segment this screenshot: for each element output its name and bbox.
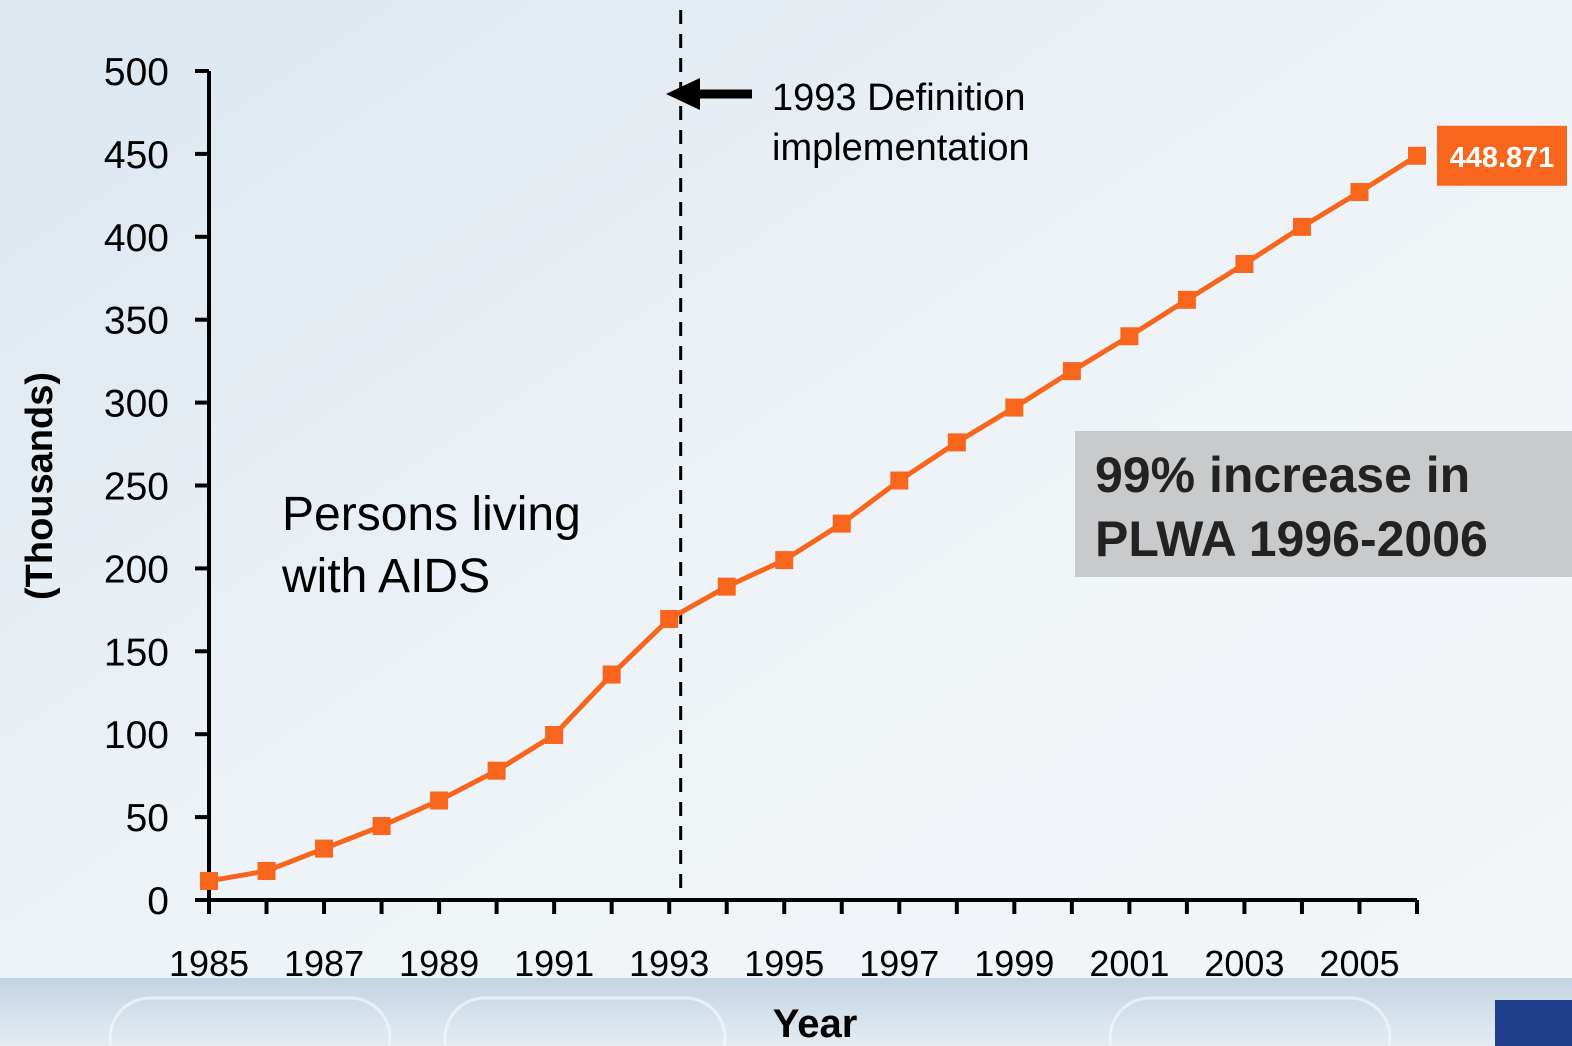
x-tick-label: 1985 bbox=[169, 943, 249, 984]
y-tick-label: 0 bbox=[147, 880, 169, 923]
x-tick-label: 1991 bbox=[514, 943, 594, 984]
point-marker bbox=[1062, 362, 1081, 381]
y-tick-label: 250 bbox=[104, 466, 169, 509]
point-marker bbox=[257, 861, 276, 880]
point-marker bbox=[660, 609, 679, 628]
point-marker bbox=[1177, 290, 1196, 309]
point-marker bbox=[775, 551, 794, 570]
x-tick-label: 2001 bbox=[1089, 943, 1169, 984]
y-tick-label: 500 bbox=[104, 51, 169, 94]
point-marker bbox=[1408, 146, 1426, 165]
footer-band bbox=[0, 978, 1572, 1046]
x-axis-label: Year bbox=[773, 1002, 858, 1046]
value-label-box bbox=[1437, 125, 1567, 186]
point-marker bbox=[315, 839, 334, 858]
point-marker bbox=[717, 577, 736, 596]
y-tick-label: 50 bbox=[126, 797, 169, 840]
point-marker bbox=[832, 514, 851, 533]
callout-box bbox=[1075, 431, 1572, 577]
y-tick-label: 350 bbox=[104, 300, 169, 343]
point-marker bbox=[200, 871, 218, 890]
point-marker bbox=[545, 726, 564, 745]
point-marker bbox=[1005, 398, 1024, 417]
reference-label: implementation bbox=[772, 127, 1030, 169]
point-marker bbox=[1235, 254, 1254, 273]
y-tick-label: 300 bbox=[104, 383, 169, 426]
x-tick-label: 1995 bbox=[744, 943, 824, 984]
x-tick-label: 1997 bbox=[859, 943, 939, 984]
point-marker bbox=[372, 817, 391, 836]
y-tick-label: 100 bbox=[104, 714, 169, 757]
series-line bbox=[208, 153, 1419, 884]
y-tick-label: 200 bbox=[104, 548, 169, 591]
point-marker bbox=[487, 761, 506, 780]
point-marker bbox=[1120, 327, 1139, 346]
point-marker bbox=[1292, 217, 1311, 236]
y-axis-label: (Thousands) bbox=[19, 372, 61, 600]
y-tick-label: 150 bbox=[104, 631, 169, 674]
y-tick-label: 400 bbox=[104, 217, 169, 260]
value-label: 448.871 bbox=[1450, 142, 1555, 174]
callout-text: PLWA 1996-2006 bbox=[1095, 511, 1488, 567]
point-marker bbox=[947, 433, 966, 452]
series-label: Persons living bbox=[282, 488, 581, 541]
reference-label: 1993 Definition bbox=[772, 77, 1026, 119]
arrow-head bbox=[666, 78, 700, 110]
point-marker bbox=[602, 665, 621, 684]
y-tick-label: 450 bbox=[104, 134, 169, 177]
x-tick-label: 1999 bbox=[974, 943, 1054, 984]
x-tick-label: 2003 bbox=[1204, 943, 1284, 984]
callout-text: 99% increase in bbox=[1095, 447, 1470, 503]
x-tick-label: 1989 bbox=[399, 943, 479, 984]
series-label: with AIDS bbox=[281, 550, 490, 603]
x-tick-label: 1993 bbox=[629, 943, 709, 984]
point-marker bbox=[430, 791, 449, 810]
logo bbox=[1495, 1000, 1572, 1046]
x-tick-label: 2005 bbox=[1319, 943, 1399, 984]
point-marker bbox=[1350, 183, 1369, 202]
x-tick-label: 1987 bbox=[284, 943, 364, 984]
point-marker bbox=[890, 471, 909, 490]
footer-decoration bbox=[108, 996, 1392, 1046]
